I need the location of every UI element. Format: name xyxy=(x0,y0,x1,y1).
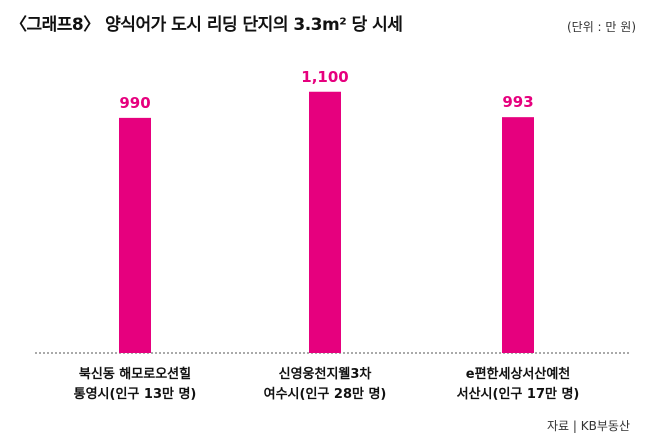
value-label-2: 1,100 xyxy=(301,68,348,86)
category-label-2-line-1: 신영웅천지웰3차 xyxy=(279,366,372,382)
bar-2 xyxy=(309,91,341,353)
value-label-3: 993 xyxy=(502,93,533,111)
category-label-3-line-2: 서산시(인구 17만 명) xyxy=(457,386,580,402)
source-credit: 자료 | KB부동산 xyxy=(547,419,630,433)
unit-label: (단위 : 만 원) xyxy=(566,20,636,34)
category-label-2-line-2: 여수시(인구 28만 명) xyxy=(264,386,387,402)
value-label-1: 990 xyxy=(119,94,150,112)
bar-3 xyxy=(502,117,534,353)
category-label-1-line-1: 북신동 해모로오션힐 xyxy=(79,366,191,382)
category-label-3-line-1: e편한세상서산예천 xyxy=(466,366,571,382)
bar-1 xyxy=(119,117,151,353)
category-label-1-line-2: 통영시(인구 13만 명) xyxy=(74,386,197,402)
chart-title: 〈그래프8〉 양식어가 도시 리딩 단지의 3.3m² 당 시세 xyxy=(10,15,403,35)
